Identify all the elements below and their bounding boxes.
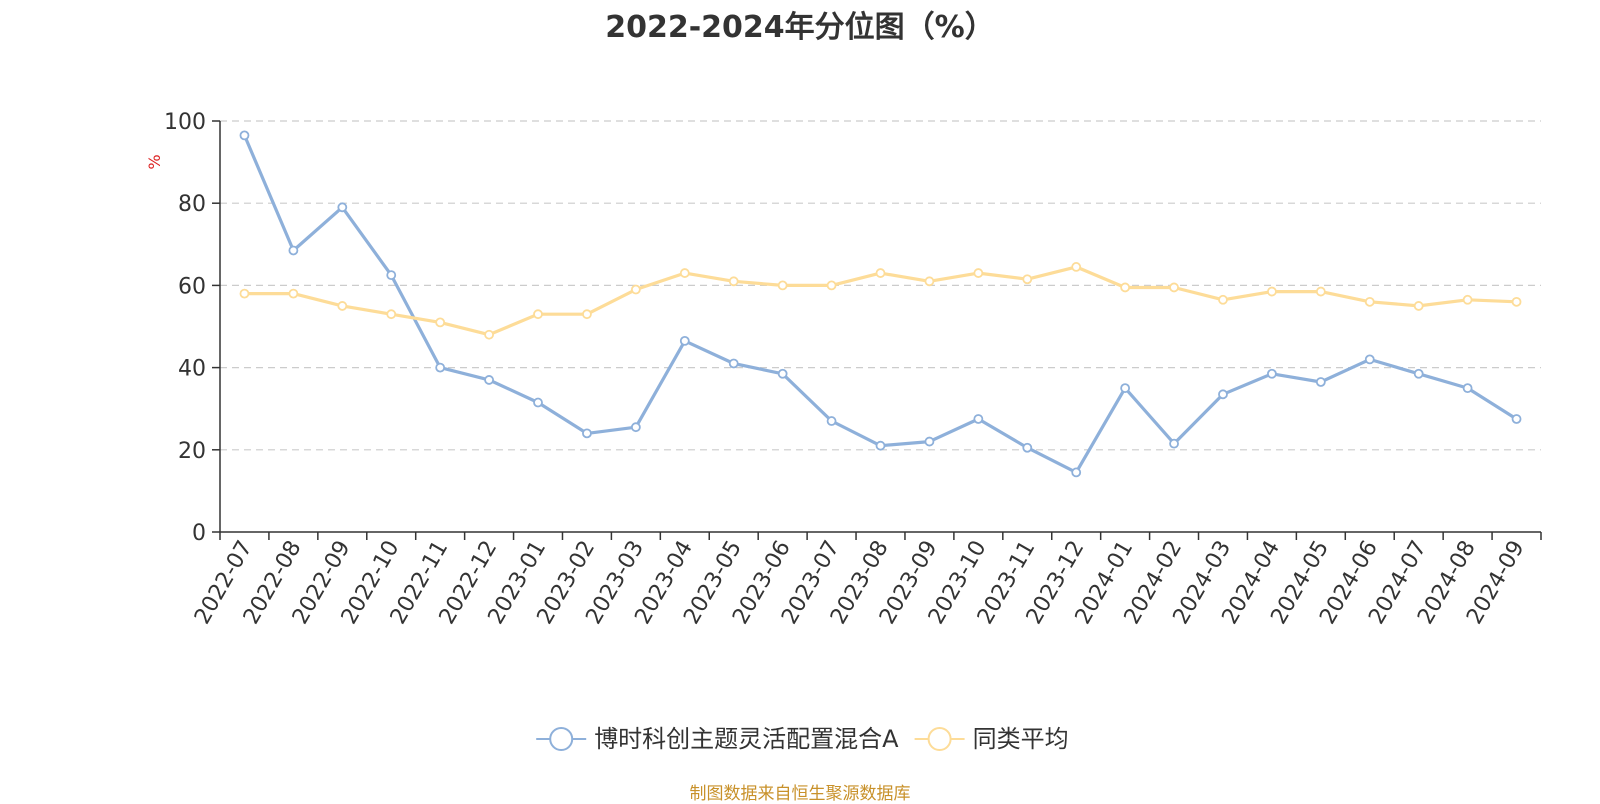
legend-label: 博时科创主题灵活配置混合A xyxy=(594,725,899,753)
data-point xyxy=(484,375,494,385)
data-point xyxy=(1267,286,1277,297)
legend-item-1: 博时科创主题灵活配置混合A xyxy=(536,725,899,753)
data-point xyxy=(1364,354,1375,365)
data-point xyxy=(1071,262,1082,272)
data-point xyxy=(924,436,935,447)
data-point xyxy=(1511,296,1522,307)
legend-item-2: 同类平均 xyxy=(914,725,1069,753)
data-point xyxy=(1022,442,1033,453)
data-point xyxy=(1120,282,1131,293)
legend-symbol-circle xyxy=(549,727,574,751)
data-point xyxy=(1218,389,1228,400)
data-point xyxy=(288,288,299,299)
data-point xyxy=(1315,286,1326,297)
legend-label: 同类平均 xyxy=(973,725,1069,753)
data-point xyxy=(582,309,592,320)
data-point xyxy=(1267,368,1277,379)
data-point xyxy=(239,130,250,141)
data-point xyxy=(484,329,494,340)
y-tick-label: 100 xyxy=(164,110,206,135)
y-tick-label: 80 xyxy=(178,192,206,217)
series-2 xyxy=(239,262,1522,340)
grid-lines xyxy=(220,120,1541,451)
legend: 博时科创主题灵活配置混合A 同类平均 xyxy=(536,725,1069,753)
data-point xyxy=(1169,438,1179,449)
data-point xyxy=(1511,414,1522,424)
data-point xyxy=(777,280,788,291)
y-tick-labels: 0 20 40 60 80 100 xyxy=(164,110,206,546)
data-point xyxy=(1364,296,1375,307)
data-point xyxy=(777,368,788,379)
data-point xyxy=(630,422,641,433)
data-point xyxy=(1218,294,1228,305)
data-point xyxy=(1120,383,1131,394)
data-point xyxy=(1022,274,1033,285)
data-point xyxy=(337,301,348,311)
y-tick-label: 40 xyxy=(178,357,206,382)
data-point xyxy=(533,397,543,408)
x-tick-labels: 2022-072022-082022-092022-102022-112022-… xyxy=(190,537,1530,629)
data-point xyxy=(875,268,886,278)
data-point xyxy=(1413,301,1424,311)
data-point xyxy=(239,288,250,299)
data-point xyxy=(875,440,886,451)
series xyxy=(239,130,1522,478)
data-point xyxy=(288,245,299,256)
data-point xyxy=(679,268,690,278)
data-point xyxy=(973,268,984,278)
data-point xyxy=(386,270,397,281)
data-point xyxy=(1071,467,1082,478)
data-point xyxy=(1413,368,1424,379)
data-point xyxy=(728,276,739,287)
series-line xyxy=(242,133,1519,474)
data-point xyxy=(1462,383,1473,394)
y-axis-label: % xyxy=(145,154,164,169)
chart-title: 2022-2024年分位图（%） xyxy=(605,10,995,45)
data-point xyxy=(1462,294,1473,305)
data-point xyxy=(1315,377,1326,387)
y-tick-label: 60 xyxy=(178,274,206,299)
data-point xyxy=(435,362,446,373)
y-tick-label: 0 xyxy=(192,521,206,546)
data-point xyxy=(728,358,739,369)
axes xyxy=(212,120,1542,540)
data-point xyxy=(973,414,984,424)
legend-symbol-circle xyxy=(927,727,952,751)
data-point xyxy=(337,202,348,213)
data-point xyxy=(1169,282,1179,293)
data-point xyxy=(533,309,543,320)
data-point xyxy=(826,280,837,291)
data-point xyxy=(386,309,397,320)
series-1 xyxy=(239,130,1522,478)
data-point xyxy=(679,335,690,346)
y-tick-label: 20 xyxy=(178,439,206,464)
source-note: 制图数据来自恒生聚源数据库 xyxy=(689,784,911,804)
data-point xyxy=(630,284,641,295)
data-point xyxy=(582,428,592,439)
data-point xyxy=(826,416,837,426)
data-point xyxy=(435,317,446,328)
data-point xyxy=(924,276,935,287)
